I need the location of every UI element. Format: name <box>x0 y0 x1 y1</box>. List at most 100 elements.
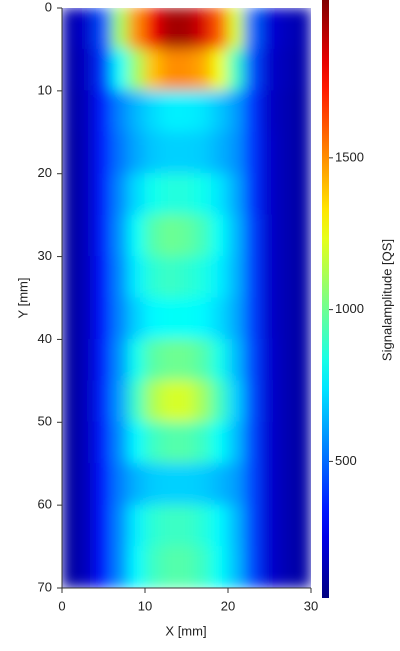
heatmap-cell <box>194 421 212 465</box>
heatmap-cell <box>78 421 96 465</box>
heatmap-cell <box>161 131 179 175</box>
heatmap-cell <box>277 256 295 299</box>
heatmap-cell <box>227 131 246 175</box>
y-tick-label: 40 <box>38 331 52 346</box>
heatmap-cell <box>94 421 113 465</box>
heatmap-cell <box>293 338 311 382</box>
heatmap-cell <box>260 546 279 588</box>
heatmap-cell <box>277 421 295 465</box>
heatmap-cell <box>62 421 80 465</box>
heatmap-cell <box>293 421 311 465</box>
heatmap-cell <box>244 214 262 258</box>
heatmap-cell <box>260 173 279 216</box>
heatmap-cell <box>177 380 196 423</box>
heatmap-cell <box>194 546 212 588</box>
heatmap-cell <box>62 504 80 548</box>
heatmap-cell <box>177 338 196 382</box>
colorbar-tick-label: 1500 <box>335 149 364 164</box>
x-tick-label: 10 <box>138 598 152 613</box>
heatmap-cell <box>177 8 196 50</box>
heatmap-cell <box>194 48 212 92</box>
heatmap-cell <box>78 504 96 548</box>
heatmap-cell <box>161 380 179 423</box>
heatmap-cell <box>144 48 163 92</box>
heatmap-cell <box>210 463 229 506</box>
heatmap-cell <box>78 256 96 299</box>
heatmap-cell <box>244 463 262 506</box>
heatmap-cell <box>127 173 146 216</box>
heatmap-cell <box>260 214 279 258</box>
heatmap-cell <box>78 173 96 216</box>
heatmap-cell <box>111 297 129 340</box>
heatmap-cell <box>277 297 295 340</box>
heatmap-cell <box>78 380 96 423</box>
heatmap-cell <box>111 504 129 548</box>
heatmap-cell <box>177 504 196 548</box>
heatmap-cell <box>277 173 295 216</box>
heatmap-cell <box>277 338 295 382</box>
heatmap-cell <box>161 546 179 588</box>
heatmap-cell <box>127 48 146 92</box>
heatmap-cell <box>194 214 212 258</box>
heatmap-cell <box>94 297 113 340</box>
heatmap-cell <box>127 338 146 382</box>
heatmap-cell <box>227 173 246 216</box>
heatmap-cell <box>111 338 129 382</box>
heatmap-cell <box>260 90 279 133</box>
heatmap <box>62 8 311 588</box>
colorbar <box>322 0 329 598</box>
heatmap-cell <box>62 463 80 506</box>
heatmap-cell <box>161 90 179 133</box>
heatmap-cell <box>277 546 295 588</box>
heatmap-cell <box>260 48 279 92</box>
heatmap-cell <box>227 380 246 423</box>
heatmap-cells <box>62 8 311 588</box>
heatmap-cell <box>127 214 146 258</box>
heatmap-cell <box>210 131 229 175</box>
heatmap-cell <box>144 131 163 175</box>
heatmap-cell <box>161 173 179 216</box>
heatmap-cell <box>194 297 212 340</box>
heatmap-cell <box>94 546 113 588</box>
heatmap-cell <box>210 546 229 588</box>
heatmap-cell <box>227 256 246 299</box>
heatmap-cell <box>277 131 295 175</box>
heatmap-cell <box>94 214 113 258</box>
heatmap-cell <box>144 297 163 340</box>
heatmap-cell <box>177 48 196 92</box>
heatmap-cell <box>62 256 80 299</box>
heatmap-cell <box>210 48 229 92</box>
heatmap-cell <box>62 8 80 50</box>
heatmap-cell <box>161 256 179 299</box>
y-tick-label: 60 <box>38 497 52 512</box>
heatmap-cell <box>111 8 129 50</box>
heatmap-cell <box>94 131 113 175</box>
heatmap-cell <box>144 256 163 299</box>
heatmap-cell <box>194 90 212 133</box>
heatmap-cell <box>127 297 146 340</box>
heatmap-cell <box>177 546 196 588</box>
heatmap-cell <box>194 173 212 216</box>
heatmap-cell <box>260 338 279 382</box>
heatmap-cell <box>293 380 311 423</box>
heatmap-cell <box>293 504 311 548</box>
x-tick-label: 0 <box>58 598 65 613</box>
heatmap-cell <box>293 297 311 340</box>
heatmap-cell <box>260 256 279 299</box>
heatmap-cell <box>127 8 146 50</box>
heatmap-cell <box>144 338 163 382</box>
heatmap-cell <box>227 338 246 382</box>
heatmap-cell <box>293 214 311 258</box>
y-tick-label: 0 <box>45 0 52 14</box>
heatmap-cell <box>227 48 246 92</box>
heatmap-cell <box>277 214 295 258</box>
heatmap-cell <box>227 421 246 465</box>
heatmap-cell <box>227 90 246 133</box>
x-tick-label: 30 <box>304 598 318 613</box>
heatmap-cell <box>144 90 163 133</box>
heatmap-cell <box>244 380 262 423</box>
heatmap-cell <box>94 463 113 506</box>
y-tick-label: 50 <box>38 414 52 429</box>
